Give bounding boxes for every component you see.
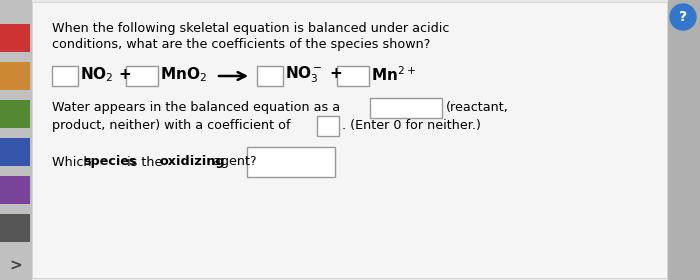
- Text: oxidizing: oxidizing: [159, 155, 225, 169]
- Text: Which: Which: [52, 155, 95, 169]
- Text: agent?: agent?: [209, 155, 257, 169]
- Bar: [52, 66, 78, 86]
- Text: NO$_3^-$ +: NO$_3^-$ +: [285, 65, 343, 85]
- Bar: [0, 176, 30, 204]
- Bar: [257, 66, 283, 86]
- Text: >: >: [10, 258, 22, 274]
- Text: (reactant,: (reactant,: [446, 102, 509, 115]
- Text: Mn$^{2+}$: Mn$^{2+}$: [371, 66, 416, 84]
- Bar: [247, 147, 335, 177]
- Bar: [370, 98, 442, 118]
- Text: . (Enter 0 for neither.): . (Enter 0 for neither.): [342, 120, 481, 132]
- Text: is the: is the: [123, 155, 167, 169]
- Bar: [337, 66, 369, 86]
- Text: species: species: [83, 155, 136, 169]
- Bar: [0, 138, 30, 166]
- FancyBboxPatch shape: [32, 2, 667, 278]
- Bar: [0, 24, 30, 52]
- Bar: [126, 66, 158, 86]
- Bar: [0, 0, 32, 280]
- Circle shape: [670, 4, 696, 30]
- Bar: [668, 0, 700, 280]
- Text: When the following skeletal equation is balanced under acidic: When the following skeletal equation is …: [52, 22, 449, 35]
- Bar: [0, 62, 30, 90]
- Text: product, neither) with a coefficient of: product, neither) with a coefficient of: [52, 120, 290, 132]
- Bar: [317, 116, 339, 136]
- Text: NO$_2$ +: NO$_2$ +: [80, 66, 132, 84]
- Text: MnO$_2$: MnO$_2$: [160, 66, 206, 84]
- Text: conditions, what are the coefficients of the species shown?: conditions, what are the coefficients of…: [52, 38, 431, 51]
- Text: Water appears in the balanced equation as a: Water appears in the balanced equation a…: [52, 102, 340, 115]
- Text: ?: ?: [679, 10, 687, 24]
- Bar: [0, 214, 30, 242]
- Bar: [0, 100, 30, 128]
